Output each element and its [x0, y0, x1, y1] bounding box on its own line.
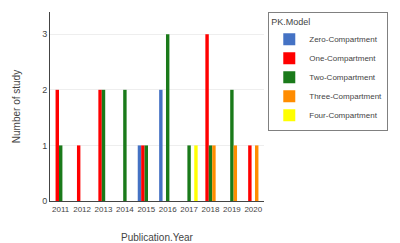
svg-text:Three-Compartment: Three-Compartment — [309, 92, 382, 101]
svg-text:PK.Model: PK.Model — [271, 17, 310, 27]
svg-text:0: 0 — [42, 196, 47, 206]
svg-text:2: 2 — [42, 85, 47, 95]
svg-text:Four-Compartment: Four-Compartment — [309, 111, 377, 120]
svg-text:2012: 2012 — [73, 205, 91, 214]
svg-text:Zero-Compartment: Zero-Compartment — [309, 35, 377, 44]
svg-text:Number of study: Number of study — [11, 70, 22, 143]
svg-text:Two-Compartment: Two-Compartment — [309, 73, 376, 82]
svg-text:1: 1 — [42, 141, 47, 151]
svg-text:2016: 2016 — [159, 205, 177, 214]
svg-text:2015: 2015 — [137, 205, 155, 214]
svg-text:One-Compartment: One-Compartment — [309, 54, 376, 63]
svg-text:3: 3 — [42, 29, 47, 39]
svg-text:2017: 2017 — [180, 205, 198, 214]
svg-text:2013: 2013 — [95, 205, 113, 214]
svg-text:2019: 2019 — [223, 205, 241, 214]
svg-text:Publication.Year: Publication.Year — [121, 232, 194, 243]
svg-text:2020: 2020 — [244, 205, 262, 214]
svg-text:2018: 2018 — [202, 205, 220, 214]
svg-text:2011: 2011 — [52, 205, 70, 214]
svg-text:2014: 2014 — [116, 205, 134, 214]
